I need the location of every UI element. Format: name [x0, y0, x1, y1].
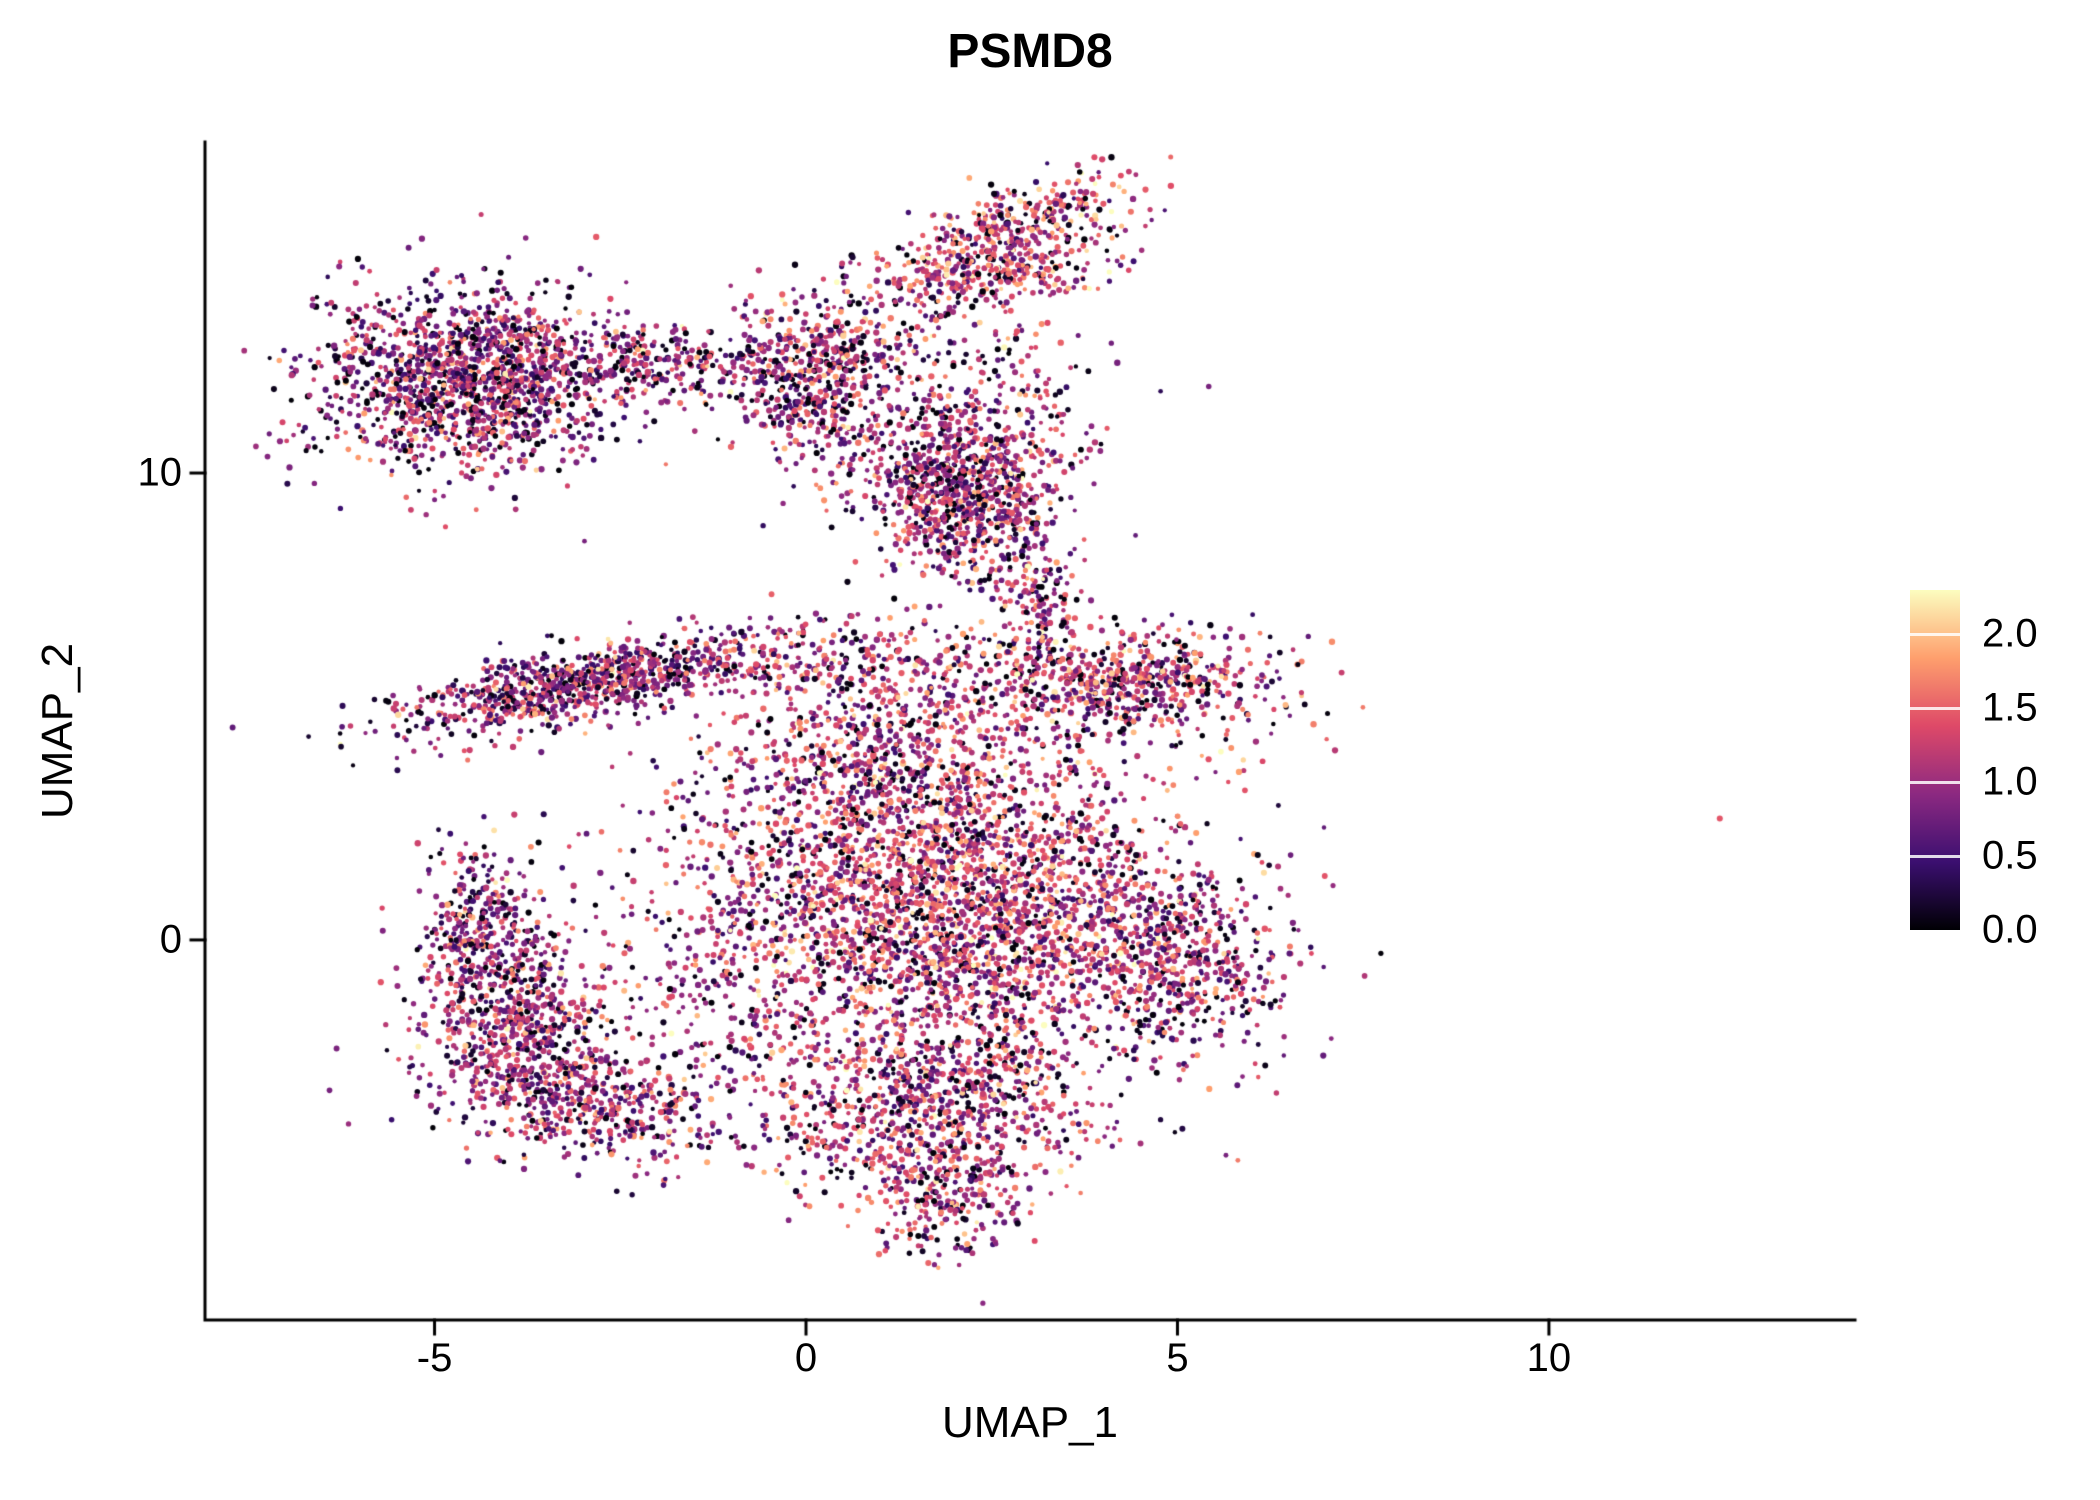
colorbar-tick-label: 0.5 — [1982, 833, 2038, 878]
colorbar-tick-label: 1.0 — [1982, 759, 2038, 804]
y-axis-tick-label: 10 — [137, 450, 183, 495]
colorbar-tick-mark — [1910, 632, 1960, 636]
x-axis-tick-label: 10 — [1526, 1336, 1572, 1380]
x-axis-tick-label: 5 — [1166, 1336, 1189, 1380]
plot-title: PSMD8 — [947, 25, 1113, 78]
colorbar-tick-label: 2.0 — [1982, 611, 2038, 656]
colorbar-tick-mark — [1910, 854, 1960, 858]
x-axis-tick-label: 0 — [794, 1336, 818, 1380]
x-axis-tick-label: -5 — [416, 1336, 453, 1380]
colorbar-gradient — [1910, 590, 1960, 930]
y-axis-tick-label: 0 — [159, 917, 182, 962]
y-axis-label: UMAP_2 — [33, 642, 82, 820]
colorbar-tick-mark — [1910, 706, 1960, 710]
colorbar-tick-mark — [1910, 780, 1960, 784]
colorbar-tick-label: 1.5 — [1982, 685, 2038, 730]
colorbar-tick-label: 0.0 — [1982, 907, 2038, 952]
x-axis-label: UMAP_1 — [941, 1398, 1119, 1447]
